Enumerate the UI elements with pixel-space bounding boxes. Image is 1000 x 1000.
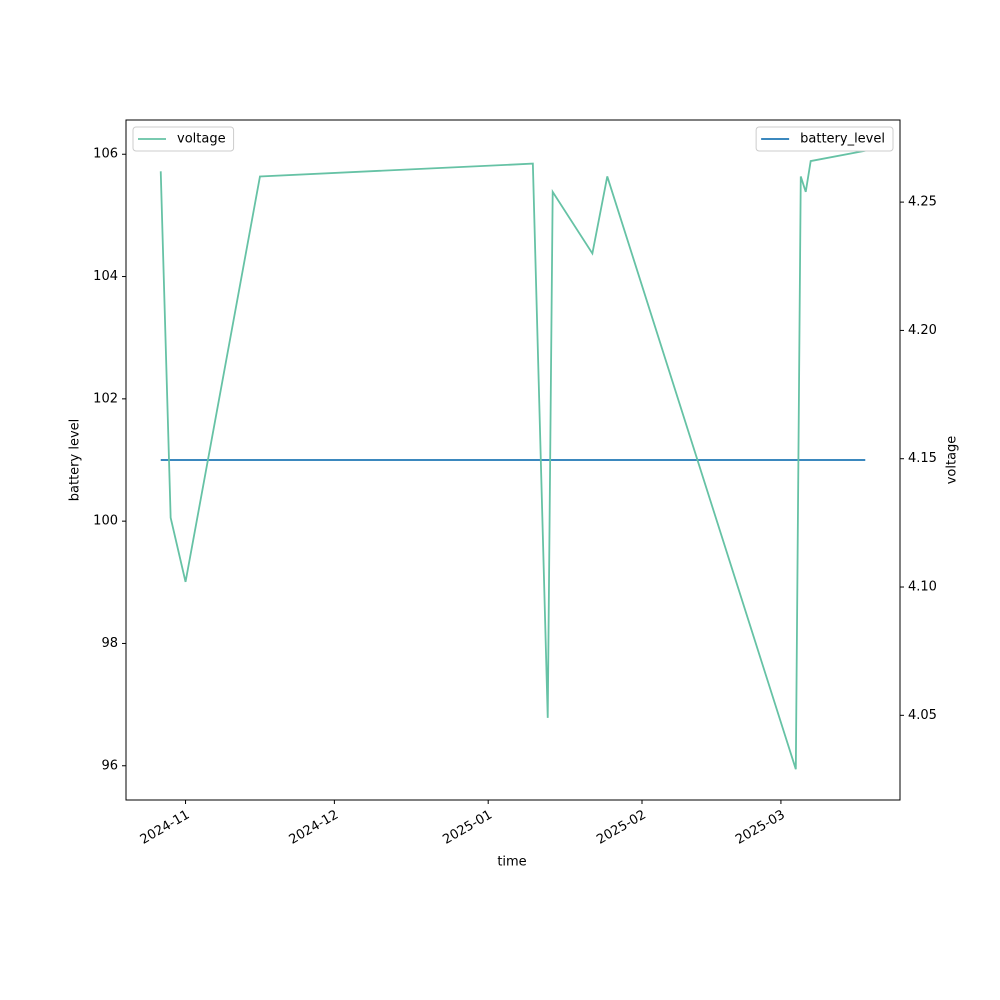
- y-tick-label: 98: [101, 636, 118, 651]
- y2-tick-label: 4.15: [908, 451, 937, 466]
- y2-tick-label: 4.05: [908, 708, 937, 723]
- y-tick-label: 100: [93, 514, 118, 529]
- plot-frame: [125, 119, 901, 801]
- legend-label: battery_level: [800, 132, 885, 147]
- x-tick-label: 2025-02: [594, 808, 649, 848]
- y-tick-label: 106: [93, 147, 118, 162]
- x-tick-label: 2025-03: [733, 808, 788, 848]
- x-tick-label: 2024-11: [138, 808, 193, 848]
- y2-axis-label: voltage: [945, 436, 960, 485]
- y2-tick-label: 4.25: [908, 195, 937, 210]
- line: [159, 149, 866, 770]
- legend-box: [755, 126, 894, 152]
- y-tick-label: 96: [101, 758, 118, 773]
- x-axis-label: time: [497, 855, 526, 870]
- legend-box: [132, 126, 235, 152]
- x-tick-label: 2024-12: [287, 808, 342, 848]
- legend-label: voltage: [177, 132, 226, 147]
- y-tick-label: 102: [93, 391, 118, 406]
- y-tick-label: 104: [93, 269, 118, 284]
- y-axis-label: battery level: [68, 419, 83, 502]
- x-tick-label: 2025-01: [440, 808, 495, 848]
- y2-tick-label: 4.10: [908, 580, 937, 595]
- y2-tick-label: 4.20: [908, 323, 937, 338]
